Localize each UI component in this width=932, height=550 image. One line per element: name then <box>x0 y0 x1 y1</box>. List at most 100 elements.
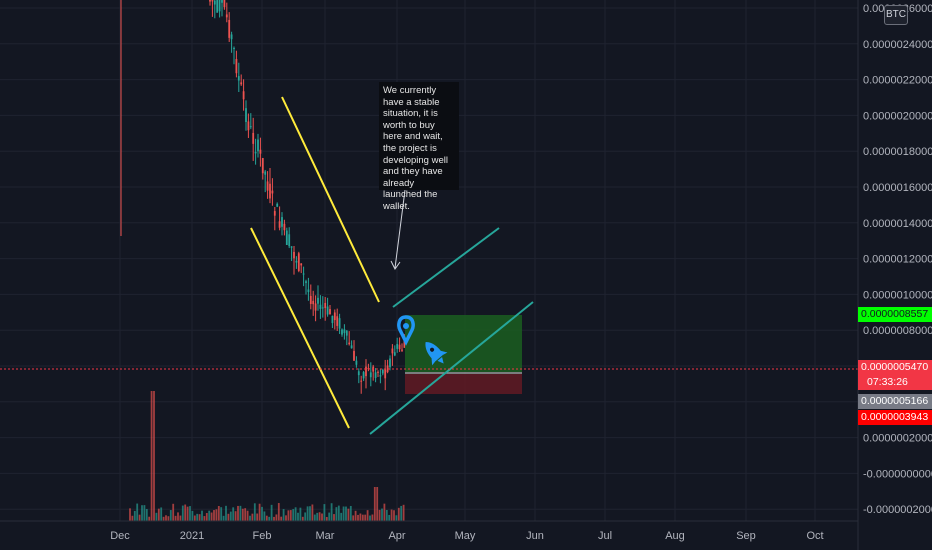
time-tick-label: Sep <box>736 530 756 542</box>
candle-body <box>314 303 317 311</box>
candle-body <box>269 183 271 199</box>
profit-zone[interactable] <box>405 315 522 372</box>
current-price-label: 0.0000005470 <box>858 360 932 375</box>
volume-bar <box>210 512 213 521</box>
price-tick-label: 0.0000012000 <box>863 254 932 266</box>
price-tick-label: -0.0000002000 <box>863 504 932 516</box>
volume-bar <box>292 509 295 521</box>
candle-body <box>326 306 329 315</box>
candle-body <box>211 0 214 2</box>
volume-bar <box>325 516 328 521</box>
candle-body <box>357 371 360 376</box>
candle-body <box>216 0 219 13</box>
volume-bar <box>342 506 345 521</box>
candle-body <box>242 91 245 100</box>
candle-body <box>273 211 276 216</box>
volume-bar <box>347 508 350 521</box>
candle-body <box>341 329 343 335</box>
price-axis[interactable]: 0.00000260000.00000240000.00000220000.00… <box>863 3 932 516</box>
volume-bar <box>345 506 347 521</box>
ascending-channel-top[interactable] <box>392 227 500 308</box>
volume-bar <box>203 516 206 521</box>
volume-bar <box>275 514 278 521</box>
volume-bar <box>306 506 309 521</box>
volume-bar <box>148 516 151 521</box>
volume-bar <box>189 506 191 521</box>
time-tick-label: Dec <box>110 530 130 542</box>
volume-bar <box>241 508 244 521</box>
candle-body <box>398 344 401 350</box>
price-tick-label: 0.0000010000 <box>863 289 932 301</box>
volume-bar <box>181 505 184 521</box>
candle-body <box>252 132 255 144</box>
time-tick-label: Aug <box>665 530 685 542</box>
candle-body <box>218 0 221 12</box>
volume-bar <box>352 515 355 521</box>
time-tick-label: Mar <box>316 530 335 542</box>
annotation-callout[interactable]: We currently have a stable situation, it… <box>379 82 459 212</box>
volume-bar <box>388 514 391 521</box>
candle-body <box>403 340 406 348</box>
volume-bar <box>256 513 259 521</box>
volume-bar <box>244 508 247 521</box>
volume-bar <box>297 512 299 521</box>
volume-bar <box>371 514 374 521</box>
candle-body <box>305 281 307 283</box>
volume-bar <box>150 391 153 521</box>
candle-body <box>401 349 403 351</box>
price-tick-label: 0.0000020000 <box>863 110 932 122</box>
volume-bar <box>395 515 398 521</box>
candle-body <box>321 307 324 309</box>
candle-body <box>285 230 288 245</box>
currency-badge[interactable]: BTC <box>884 5 908 25</box>
volume-bar <box>227 513 230 521</box>
volume-bar <box>277 503 280 521</box>
price-tick-label: 0.0000016000 <box>863 182 932 194</box>
volume-bar <box>201 510 203 521</box>
volume-bar <box>193 515 196 521</box>
descending-channel-top[interactable] <box>281 96 380 303</box>
volume-bar <box>133 510 136 521</box>
time-axis[interactable]: Dec 2021 Feb Mar Apr May Jun Jul Aug Sep Oct <box>110 530 823 542</box>
location-pin-icon[interactable] <box>397 315 415 346</box>
volume-bar <box>318 512 321 521</box>
volume-bar <box>393 510 395 521</box>
price-tick-label: -0.0000000000 <box>863 468 932 480</box>
volume-bar <box>400 505 403 521</box>
volume-bar <box>160 507 163 521</box>
volume-bar <box>366 510 369 521</box>
candle-body <box>209 0 211 2</box>
descending-channel-bottom[interactable] <box>250 227 350 429</box>
candle-body <box>384 369 387 379</box>
volume-bar <box>205 513 208 521</box>
ascending-channel-bottom[interactable] <box>369 301 534 435</box>
candle-body <box>396 343 399 349</box>
candle-body <box>271 190 274 194</box>
candle-body <box>393 352 396 356</box>
candle-body <box>254 151 257 154</box>
volume-bar <box>287 510 290 521</box>
volume-bar <box>280 516 283 521</box>
volume-bar <box>328 512 331 521</box>
loss-zone[interactable] <box>405 374 522 394</box>
volume-bar <box>323 504 326 521</box>
stop-price-label: 0.0000003943 <box>858 410 932 425</box>
candle-body <box>362 372 365 379</box>
volume-bar <box>359 513 362 521</box>
volume-bar <box>155 512 158 521</box>
volume-bar <box>373 487 376 521</box>
price-tick-label: 0.0000022000 <box>863 75 932 87</box>
rocket-icon[interactable] <box>418 336 451 370</box>
candle-body <box>240 82 243 85</box>
volume-bar <box>335 507 338 521</box>
candle-body <box>295 260 298 263</box>
candle-body <box>276 203 279 207</box>
volume-bar <box>251 513 254 521</box>
volume-bar <box>191 510 194 521</box>
volume-bar <box>333 514 335 521</box>
volume-bar <box>357 514 359 521</box>
candle-body <box>283 223 286 231</box>
volume-bar <box>294 507 297 521</box>
chart-grid <box>0 0 858 521</box>
